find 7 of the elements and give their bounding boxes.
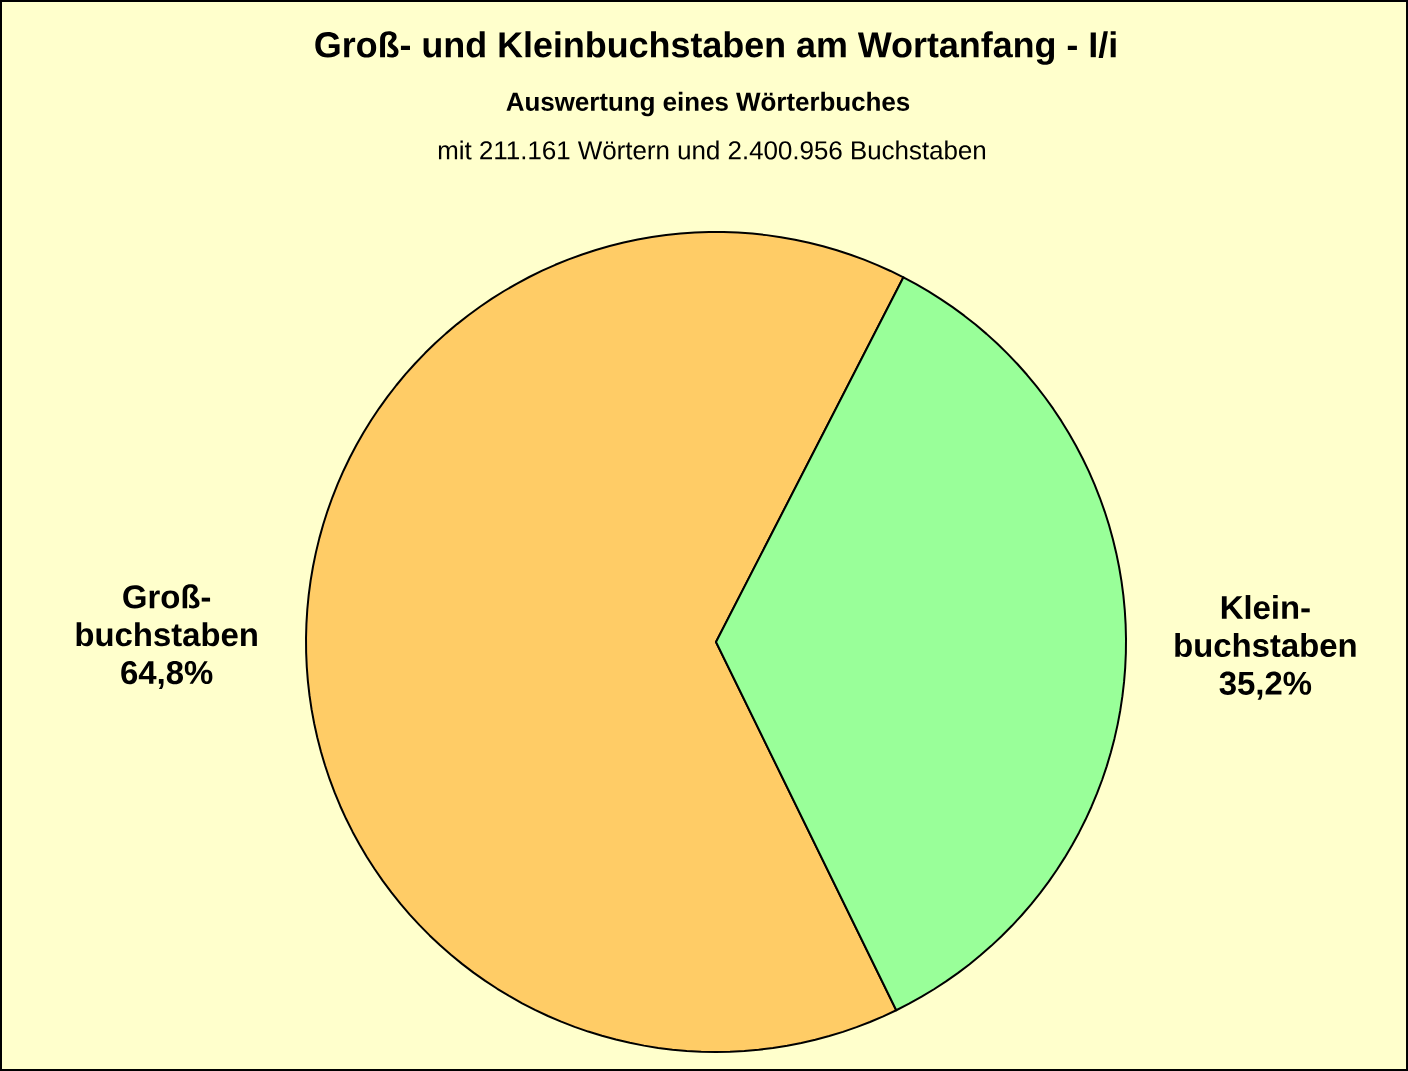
text: mit 211.161 Wörtern und 2.400.956 Buchstaben bbox=[438, 140, 986, 160]
data-label: 35,2% bbox=[1219, 671, 1312, 700]
slice-label: Klein-buchstaben bbox=[1175, 595, 1356, 658]
chart-subtitle: Auswertung eines Wörterbuches bbox=[506, 91, 910, 117]
slice-label: Groß-buchstaben bbox=[76, 584, 257, 647]
chart-title: Groß- und Kleinbuchstaben am Wortanfang - I/i bbox=[315, 31, 1116, 65]
data-label: 64,8% bbox=[121, 660, 213, 689]
